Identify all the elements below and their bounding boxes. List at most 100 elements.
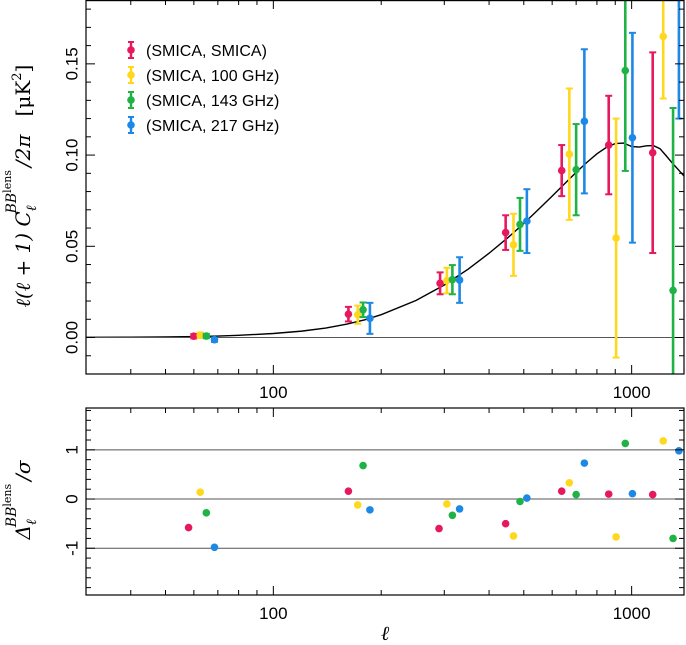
- x-tick-label: 1000: [613, 383, 651, 402]
- legend-marker: [127, 46, 135, 54]
- legend-entry: (SMICA, SMICA): [127, 41, 267, 60]
- data-point: [621, 0, 630, 172]
- tick-layer: 100 1000 0.00 0.05 0.10 0.15: [63, 0, 684, 402]
- legend-marker: [127, 96, 135, 104]
- data-marker: [604, 141, 613, 149]
- residual-marker: [612, 533, 620, 541]
- data-marker: [455, 276, 464, 284]
- residual-marker: [628, 489, 637, 498]
- residual-marker: [565, 479, 574, 487]
- residual-points-layer: [184, 437, 683, 552]
- data-point: [523, 188, 531, 255]
- residual-panel-frame: [85, 407, 685, 596]
- residual-marker: [669, 534, 677, 543]
- data-point: [565, 87, 574, 221]
- y-tick-label: 0.10: [63, 139, 82, 172]
- spectrum-panel-frame: [85, 0, 685, 375]
- data-point: [572, 123, 580, 217]
- data-marker: [659, 32, 668, 41]
- spectrum-panel: 100 1000 0.00 0.05 0.10 0.15 (SMICA, SMICA) (S…: [1, 0, 685, 402]
- residual-marker: [435, 524, 443, 533]
- residual-marker: [344, 487, 353, 495]
- y-tick-label: 0.00: [63, 321, 82, 354]
- residual-marker: [675, 447, 683, 455]
- data-point: [202, 332, 211, 340]
- model-curve-layer: [86, 142, 684, 339]
- residual-marker: [604, 490, 613, 498]
- data-marker: [359, 305, 367, 314]
- y-tick-label: 0.05: [63, 230, 82, 263]
- data-marker: [202, 332, 211, 340]
- x-tick-label: 100: [259, 604, 287, 623]
- data-marker: [196, 331, 205, 339]
- data-point: [501, 214, 510, 251]
- data-point: [604, 94, 613, 196]
- y-tick-label: -1: [63, 541, 82, 556]
- data-marker: [580, 117, 589, 126]
- legend-label: (SMICA, 217 GHz): [146, 118, 279, 135]
- y-axis-label: ΔℓBBlens/σ: [1, 459, 40, 540]
- data-point: [344, 305, 353, 323]
- legend-entry: (SMICA, 217 GHz): [127, 116, 279, 135]
- data-point: [448, 264, 457, 296]
- x-tick-label: 100: [259, 383, 287, 402]
- data-marker: [628, 133, 637, 142]
- data-marker: [523, 217, 531, 225]
- legend-marker: [127, 71, 135, 79]
- data-point: [436, 271, 444, 296]
- residual-marker: [359, 461, 367, 470]
- tick-layer: 100 1000 -1 0 1: [63, 408, 684, 623]
- data-point: [580, 48, 589, 195]
- residual-marker: [353, 501, 362, 509]
- x-axis-label: ℓ: [381, 621, 390, 645]
- residual-marker: [648, 490, 657, 499]
- data-point: [190, 332, 198, 341]
- residual-marker: [184, 523, 193, 532]
- legend: (SMICA, SMICA) (SMICA, 100 GHz) (SMICA, 14…: [127, 41, 279, 135]
- data-point: [509, 212, 518, 277]
- data-point: [455, 256, 464, 304]
- data-marker: [448, 275, 457, 284]
- x-tick-label: 1000: [613, 604, 651, 623]
- y-tick-label: 0.15: [63, 47, 82, 80]
- data-point: [516, 196, 524, 252]
- data-marker: [436, 279, 444, 288]
- data-point: [210, 335, 219, 344]
- data-marker: [366, 314, 374, 323]
- residual-marker: [448, 511, 457, 520]
- residual-marker: [455, 505, 464, 513]
- data-marker: [501, 228, 510, 237]
- residual-marker: [196, 488, 205, 496]
- residual-marker: [202, 509, 211, 517]
- data-marker: [344, 310, 353, 318]
- data-point: [628, 31, 637, 244]
- y-axis-label: ℓ(ℓ + 1) CℓBBlens/2π[μK2]: [1, 65, 40, 308]
- residual-marker: [659, 437, 668, 445]
- residual-marker: [443, 500, 451, 508]
- data-marker: [612, 234, 620, 242]
- reference-lines-layer: [86, 449, 684, 549]
- residual-ylabel: ΔℓBBlens/σ: [1, 459, 40, 540]
- data-marker: [509, 241, 518, 249]
- residual-marker: [516, 497, 524, 506]
- residual-marker: [523, 494, 531, 502]
- residual-marker: [210, 543, 219, 552]
- y-tick-label: 0: [63, 494, 82, 503]
- model-curve: [86, 142, 684, 339]
- data-marker: [621, 66, 630, 75]
- residual-marker: [509, 532, 518, 540]
- legend-label: (SMICA, SMICA): [146, 43, 267, 60]
- legend-marker: [127, 121, 135, 129]
- data-point: [359, 301, 367, 319]
- data-point: [196, 331, 205, 339]
- data-point: [366, 301, 374, 335]
- data-marker: [648, 148, 657, 157]
- legend-label: (SMICA, 100 GHz): [146, 68, 279, 85]
- data-point: [557, 144, 566, 198]
- data-marker: [516, 220, 524, 229]
- data-point: [648, 51, 657, 255]
- data-marker: [557, 166, 566, 175]
- data-marker: [565, 150, 574, 158]
- residual-marker: [621, 439, 630, 448]
